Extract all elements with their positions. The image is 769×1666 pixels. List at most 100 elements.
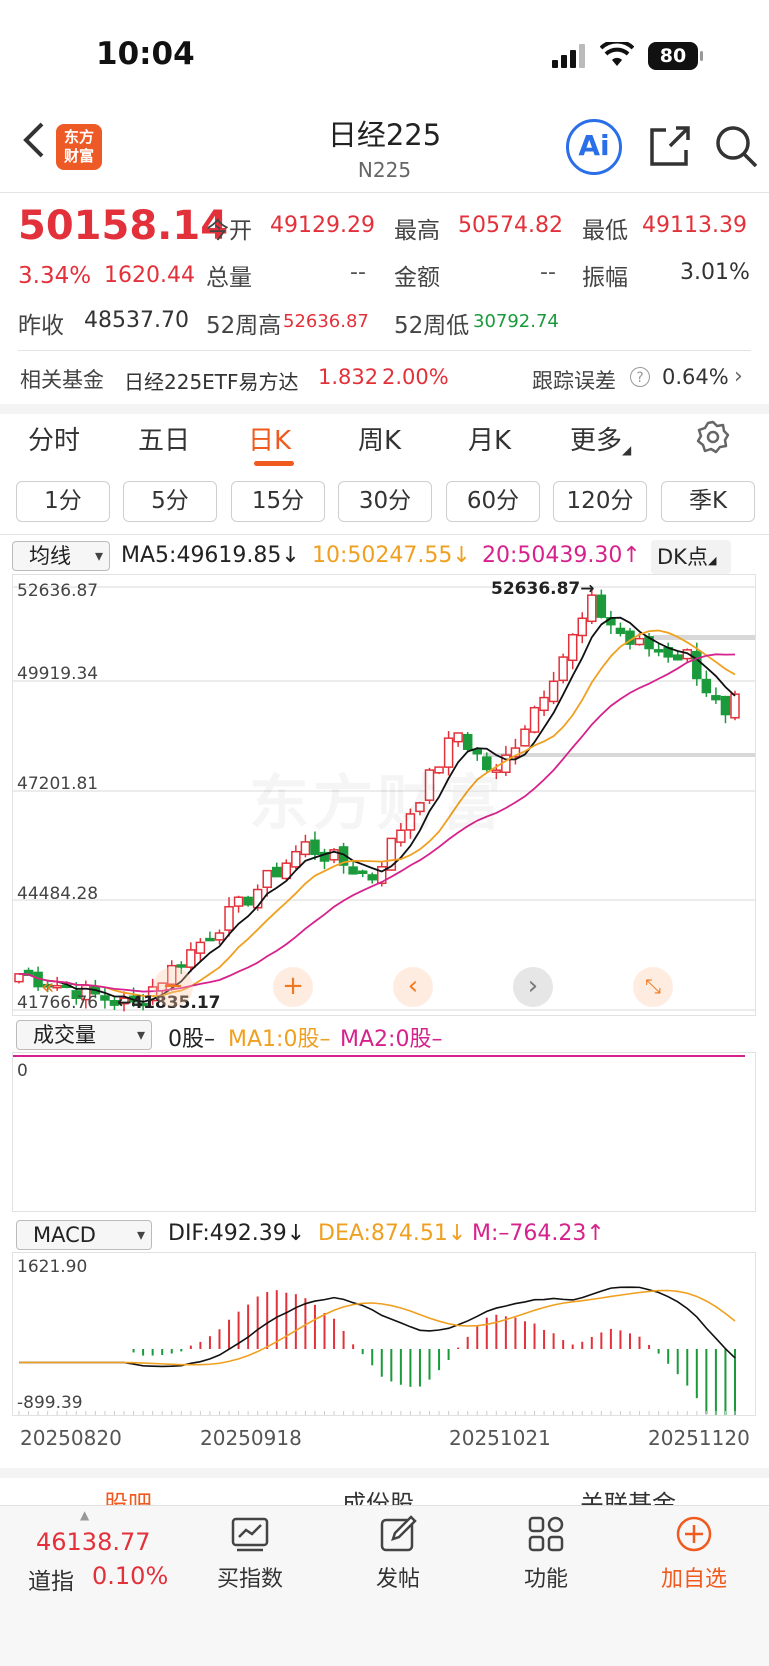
period-15min[interactable]: 15分 <box>231 481 325 522</box>
macd-top-label: 1621.90 <box>17 1257 88 1277</box>
back-button[interactable] <box>18 120 58 180</box>
ma5-legend: MA5:49619.85↓ <box>121 543 300 568</box>
candle-body <box>138 1002 148 1007</box>
page-title: 日经225 <box>327 118 442 152</box>
zoom-in-button[interactable]: + <box>273 967 313 1007</box>
open-label: 今开 <box>206 218 252 244</box>
amount-label: 金额 <box>394 265 440 291</box>
help-icon[interactable]: ? <box>630 367 650 387</box>
ai-button[interactable]: Ai <box>566 119 622 175</box>
macd-m: M:–764.23↑ <box>472 1221 605 1246</box>
candle-body <box>386 837 397 871</box>
nav-functions[interactable]: 功能 <box>506 1515 586 1593</box>
edit-icon <box>380 1515 417 1552</box>
candle-body <box>310 839 320 855</box>
change-percent: 3.34% <box>18 263 92 289</box>
settings-button[interactable] <box>696 420 730 454</box>
candle-body <box>329 849 339 861</box>
candle-body <box>615 627 626 635</box>
search-button[interactable] <box>714 124 758 168</box>
tab-daily-k[interactable]: 日K <box>248 426 292 456</box>
change-amount: 1620.44 <box>104 263 195 288</box>
grid-icon <box>528 1516 564 1552</box>
period-quarter-k[interactable]: 季K <box>661 481 755 522</box>
scroll-right-button[interactable]: › <box>513 967 553 1007</box>
y-axis-label-1: 52636.87 <box>17 581 99 601</box>
dow-index-name[interactable]: 道指 <box>28 1569 74 1595</box>
candle-body <box>147 986 158 1002</box>
candle-body <box>577 617 588 637</box>
nav-post[interactable]: 发帖 <box>358 1515 438 1593</box>
candle-body <box>529 706 540 733</box>
candle-body <box>377 866 387 885</box>
candle-body <box>453 732 463 743</box>
prev-close-label: 昨收 <box>18 313 64 339</box>
tab-monthly-k[interactable]: 月K <box>468 426 512 456</box>
candle-body <box>634 637 645 646</box>
tab-weekly-k[interactable]: 周K <box>358 426 402 456</box>
share-button[interactable] <box>648 124 692 168</box>
dk-point-label: DK点 <box>657 545 708 569</box>
period-30min[interactable]: 30分 <box>338 481 432 522</box>
signal-icon <box>552 44 588 68</box>
fund-name: 日经225ETF易方达 <box>124 370 299 394</box>
volume-select[interactable]: 成交量 <box>16 1020 152 1050</box>
volume-label: 总量 <box>206 265 252 291</box>
indicator-select[interactable]: 均线 <box>12 541 110 571</box>
volume-chart[interactable]: 0 <box>12 1052 756 1212</box>
logo-line-1: 东方 <box>63 128 94 146</box>
dow-index-pct[interactable]: 0.10% <box>92 1562 169 1590</box>
macd-select[interactable]: MACD <box>16 1220 152 1250</box>
candle-body <box>587 594 597 623</box>
candle-body <box>672 654 683 661</box>
zoom-out-button[interactable]: − <box>153 967 193 1007</box>
period-120min[interactable]: 120分 <box>553 481 647 522</box>
amplitude-value: 3.01% <box>680 260 750 285</box>
nav-add-watchlist[interactable]: 加自选 <box>652 1515 736 1593</box>
macd-bottom-label: -899.39 <box>17 1393 83 1413</box>
candle-body <box>348 866 358 875</box>
macd-dea: DEA:874.51↓ <box>318 1221 467 1246</box>
related-fund-row[interactable]: 相关基金 日经225ETF易方达 1.832 2.00% 跟踪误差 ? 0.64… <box>18 364 751 394</box>
chevron-right-icon: › <box>734 364 743 389</box>
fullscreen-button[interactable]: ⤡ <box>633 967 673 1007</box>
app-logo: 东方 财富 <box>56 124 102 170</box>
candle-body <box>291 850 301 868</box>
volume-value: -- <box>350 260 366 285</box>
current-price: 50158.14 <box>18 203 229 249</box>
candle-body <box>42 983 53 988</box>
max-price-marker: 52636.87→ <box>491 579 595 599</box>
scroll-left-button[interactable]: ‹ <box>393 967 433 1007</box>
nav-buy-index[interactable]: 买指数 <box>210 1515 290 1593</box>
candle-body <box>119 997 129 1005</box>
ma20-line <box>18 653 736 993</box>
candle-body <box>539 696 549 712</box>
macd-chart[interactable]: 1621.90 -899.39 <box>12 1252 756 1416</box>
w52-high-value: 52636.87 <box>283 311 369 332</box>
amplitude-label: 振幅 <box>582 265 628 291</box>
min-price-marker: ←41835.17 <box>117 993 221 1013</box>
kline-chart[interactable]: 52636.87 49919.34 47201.81 44484.28 4176… <box>12 574 756 1016</box>
ma10-line <box>18 629 736 997</box>
period-1min[interactable]: 1分 <box>16 481 110 522</box>
ma20-legend: 20:50439.30↑ <box>482 543 641 568</box>
w52-high-label: 52周高 <box>206 313 282 339</box>
candle-body <box>443 737 454 768</box>
kline-svg <box>13 586 755 1012</box>
tab-more[interactable]: 更多◢ <box>570 420 631 457</box>
date-label-4: 20251120 <box>648 1426 750 1450</box>
date-label-3: 20251021 <box>449 1426 551 1450</box>
dk-point-button[interactable]: DK点◢ <box>651 540 731 574</box>
macd-svg <box>18 1286 736 1415</box>
period-5min[interactable]: 5分 <box>123 481 217 522</box>
double-chevron-left-icon[interactable]: « <box>41 975 55 1000</box>
nav-add-watchlist-label: 加自选 <box>660 1567 727 1592</box>
wifi-icon <box>599 39 635 68</box>
period-60min[interactable]: 60分 <box>446 481 540 522</box>
tab-five-day[interactable]: 五日 <box>138 426 191 456</box>
tab-intraday[interactable]: 分时 <box>28 426 81 456</box>
dow-index-value[interactable]: 46138.77 <box>36 1528 151 1556</box>
nav-functions-label: 功能 <box>523 1567 568 1592</box>
high-value: 50574.82 <box>458 213 563 238</box>
